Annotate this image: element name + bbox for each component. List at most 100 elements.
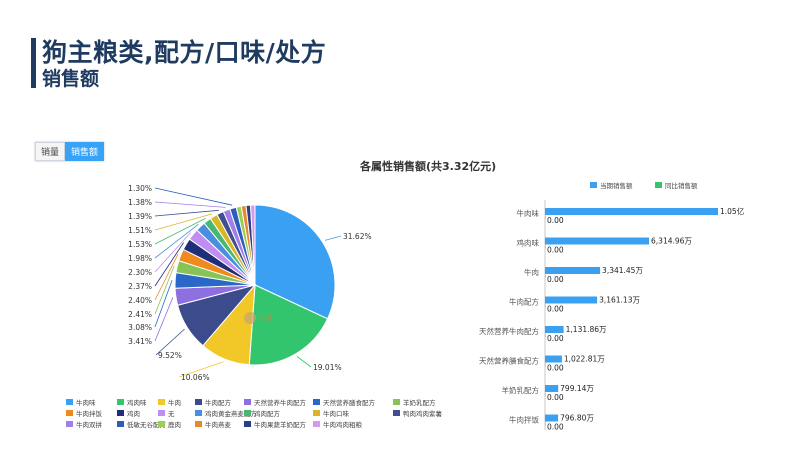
bar-category-label: 天然营养膳食配方 bbox=[479, 356, 539, 366]
pie-percent-label: 2.40% bbox=[128, 296, 152, 305]
legend-label: 羊奶乳配方 bbox=[403, 398, 436, 407]
pie-leader-line bbox=[154, 223, 199, 259]
pie-percent-label: 1.39% bbox=[128, 212, 152, 221]
bar-yoy-value: 0.00 bbox=[547, 423, 564, 432]
bar-yoy-value: 0.00 bbox=[547, 364, 564, 373]
legend-label: 鸡肉黄金燕麦配方 bbox=[205, 409, 258, 418]
legend-swatch bbox=[158, 410, 165, 416]
bar-category-label: 牛肉 bbox=[524, 267, 539, 277]
legend-label: 牛肉拌饭 bbox=[76, 409, 103, 418]
pie-leader-line bbox=[154, 232, 191, 273]
pie-leader-line bbox=[154, 253, 179, 301]
legend-label: 天然营养膳食配方 bbox=[323, 398, 376, 407]
bar-yoy-value: 0.00 bbox=[547, 216, 564, 225]
legend-swatch bbox=[195, 399, 202, 405]
bar-current-value: 3,341.45万 bbox=[602, 266, 643, 275]
bar-yoy-value: 0.00 bbox=[547, 334, 564, 343]
pie-leader-line bbox=[154, 213, 213, 231]
legend-swatch bbox=[244, 421, 251, 427]
legend-swatch bbox=[244, 399, 251, 405]
bar-yoy bbox=[545, 245, 546, 249]
legend-swatch bbox=[158, 421, 165, 427]
pie-leader-line bbox=[154, 209, 219, 217]
bar-current bbox=[545, 237, 649, 245]
bar-yoy bbox=[545, 334, 546, 337]
legend-label: 鸡肉 bbox=[127, 409, 140, 418]
pie-percent-label: 10.06% bbox=[181, 373, 210, 382]
bar-legend-swatch bbox=[590, 182, 597, 188]
pie-slice bbox=[254, 204, 336, 320]
bar-yoy bbox=[545, 216, 546, 219]
pie-leader-line bbox=[154, 265, 175, 315]
legend-swatch bbox=[117, 421, 124, 427]
legend-label: 牛肉果蔬羊奶配方 bbox=[254, 420, 307, 429]
bar-current bbox=[545, 267, 601, 274]
legend-label: 牛肉 bbox=[168, 398, 181, 407]
pie-leader-line bbox=[154, 201, 226, 208]
legend-label: 鹿肉 bbox=[168, 420, 181, 429]
pie-percent-label: 2.37% bbox=[128, 282, 152, 291]
pie-percent-label: 31.62% bbox=[343, 232, 372, 241]
page-subtitle: 销售额 bbox=[42, 68, 100, 90]
pie-leader-line bbox=[178, 361, 224, 378]
pie-percent-label: 1.38% bbox=[128, 198, 152, 207]
bar-current-value: 6,314.96万 bbox=[651, 237, 692, 246]
legend-label: 牛肉口味 bbox=[323, 409, 350, 418]
legend-swatch bbox=[313, 410, 320, 416]
bar-current-value: 796.80万 bbox=[560, 414, 594, 423]
legend-label: 牛肉配方 bbox=[205, 398, 232, 407]
bar-category-label: 天然营养牛肉配方 bbox=[479, 326, 539, 336]
metric-toggle: 销量 销售额 bbox=[35, 142, 105, 161]
toggle-volume-button[interactable]: 销量 bbox=[35, 142, 66, 161]
legend-swatch bbox=[195, 421, 202, 427]
pie-leader-line bbox=[154, 242, 184, 287]
legend-swatch bbox=[66, 399, 73, 405]
legend-swatch bbox=[244, 410, 251, 416]
pie-leader-line bbox=[324, 235, 342, 241]
pie-percent-label: 3.08% bbox=[128, 323, 152, 332]
legend-label: 牛肉燕麦 bbox=[205, 420, 232, 429]
bar-current-value: 1,022.81万 bbox=[564, 355, 605, 364]
legend-swatch bbox=[66, 421, 73, 427]
legend-swatch bbox=[117, 410, 124, 416]
title-accent-bar bbox=[31, 38, 36, 88]
bar-yoy bbox=[545, 275, 546, 278]
legend-label: 牛肉双拼 bbox=[76, 420, 103, 429]
legend-label: 鸡肉味 bbox=[127, 398, 147, 407]
bar-yoy bbox=[545, 304, 546, 308]
pie-percent-label: 1.30% bbox=[128, 184, 152, 193]
bar-legend-swatch bbox=[655, 182, 662, 188]
bar-category-label: 牛肉拌饭 bbox=[509, 415, 539, 425]
bar-yoy bbox=[545, 422, 546, 426]
bar-category-label: 牛肉配方 bbox=[509, 297, 539, 307]
legend-swatch bbox=[313, 399, 320, 405]
page-title: 狗主粮类,配方/口味/处方 bbox=[42, 38, 327, 67]
pie-leader-line bbox=[154, 187, 233, 206]
legend-swatch bbox=[313, 421, 320, 427]
legend-swatch bbox=[393, 410, 400, 416]
legend-label: 鸭肉鸡肉紫薯 bbox=[403, 409, 443, 418]
bar-current bbox=[545, 208, 718, 215]
bar-current bbox=[545, 355, 562, 363]
chart-title: 各属性销售额(共3.32亿元) bbox=[360, 160, 497, 173]
pie-percent-label: 9.52% bbox=[158, 351, 182, 360]
bar-current bbox=[545, 326, 564, 333]
pie-percent-label: 1.51% bbox=[128, 226, 152, 235]
bar-category-label: 鸡肉味 bbox=[517, 238, 540, 248]
pie-percent-label: 3.41% bbox=[128, 337, 152, 346]
pie-percent-label: 1.53% bbox=[128, 240, 152, 249]
watermark-logo-icon bbox=[244, 312, 256, 324]
toggle-sales-button[interactable]: 销售额 bbox=[65, 142, 105, 161]
legend-label: 无 bbox=[168, 410, 175, 418]
watermark-text: 轮播 bbox=[260, 314, 272, 322]
legend-label: 牛肉鸡肉粗粮 bbox=[323, 420, 363, 429]
bar-legend-label: 当期销售额 bbox=[600, 181, 633, 190]
bar-yoy bbox=[545, 363, 546, 367]
pie-slice bbox=[250, 204, 256, 286]
pie-percent-label: 2.30% bbox=[128, 268, 152, 277]
bar-current bbox=[545, 385, 559, 392]
pie-slice bbox=[248, 284, 329, 366]
legend-label: 低敏无谷配方 bbox=[127, 420, 167, 429]
pie-percent-label: 1.98% bbox=[128, 254, 152, 263]
bar-yoy-value: 0.00 bbox=[547, 305, 564, 314]
